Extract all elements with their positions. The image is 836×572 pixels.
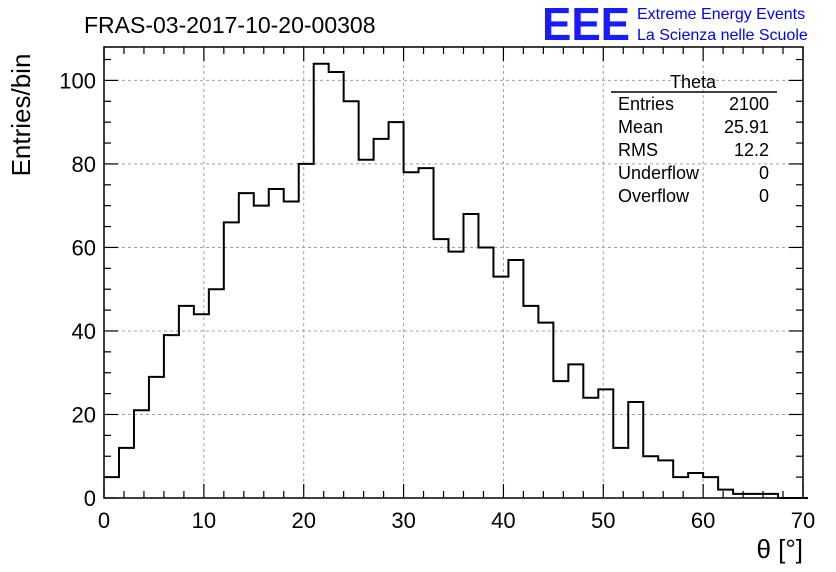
stats-row-value: 0 xyxy=(759,186,769,206)
stats-rows: Entries 2100 Mean 25.91 RMS 12.2 Underflow 0 Ove… xyxy=(618,94,769,206)
stats-row-label: RMS xyxy=(618,140,658,160)
x-tick-label: 60 xyxy=(691,508,715,533)
y-tick-label: 0 xyxy=(84,486,96,511)
y-axis-title: Entries/bin xyxy=(6,54,36,177)
y-tick-label: 100 xyxy=(59,68,96,93)
x-tick-label: 0 xyxy=(98,508,110,533)
plot-frame xyxy=(103,46,804,499)
x-tick-label: 70 xyxy=(791,508,815,533)
stats-box: Theta Entries 2100 Mean 25.91 RMS 12.2 Underfl… xyxy=(611,72,777,206)
stats-row-label: Underflow xyxy=(618,163,700,183)
stats-row-label: Mean xyxy=(618,117,663,137)
grid-lines xyxy=(104,47,803,498)
x-tick-label: 20 xyxy=(291,508,315,533)
x-tick-label: 10 xyxy=(192,508,216,533)
logo-line-1: Extreme Energy Events xyxy=(637,6,805,23)
y-tick-label: 80 xyxy=(72,152,96,177)
y-tick-label: 40 xyxy=(72,319,96,344)
histogram-line xyxy=(104,62,808,499)
logo-line-2: La Scienza nelle Scuole xyxy=(637,27,808,44)
y-tick-label: 60 xyxy=(72,235,96,260)
eee-logo-mark: EEE xyxy=(542,0,630,50)
axis-ticks: 0 10 20 30 40 50 60 70 0 20 40 60 80 100 xyxy=(59,47,815,533)
stats-row-value: 12.2 xyxy=(734,140,769,160)
x-tick-label: 40 xyxy=(491,508,515,533)
stats-row-value: 0 xyxy=(759,163,769,183)
x-axis-title: θ [°] xyxy=(756,534,803,564)
x-tick-label: 50 xyxy=(591,508,615,533)
stats-row-value: 2100 xyxy=(729,94,769,114)
stats-title: Theta xyxy=(670,72,717,92)
stats-row-label: Overflow xyxy=(618,186,690,206)
plot-border xyxy=(103,46,804,499)
stats-row-label: Entries xyxy=(618,94,674,114)
y-tick-label: 20 xyxy=(72,402,96,427)
x-tick-label: 30 xyxy=(391,508,415,533)
chart-title: FRAS-03-2017-10-20-00308 xyxy=(84,12,376,38)
eee-logo: EEE Extreme Energy Events La Scienza nel… xyxy=(542,0,808,50)
stats-row-value: 25.91 xyxy=(724,117,769,137)
